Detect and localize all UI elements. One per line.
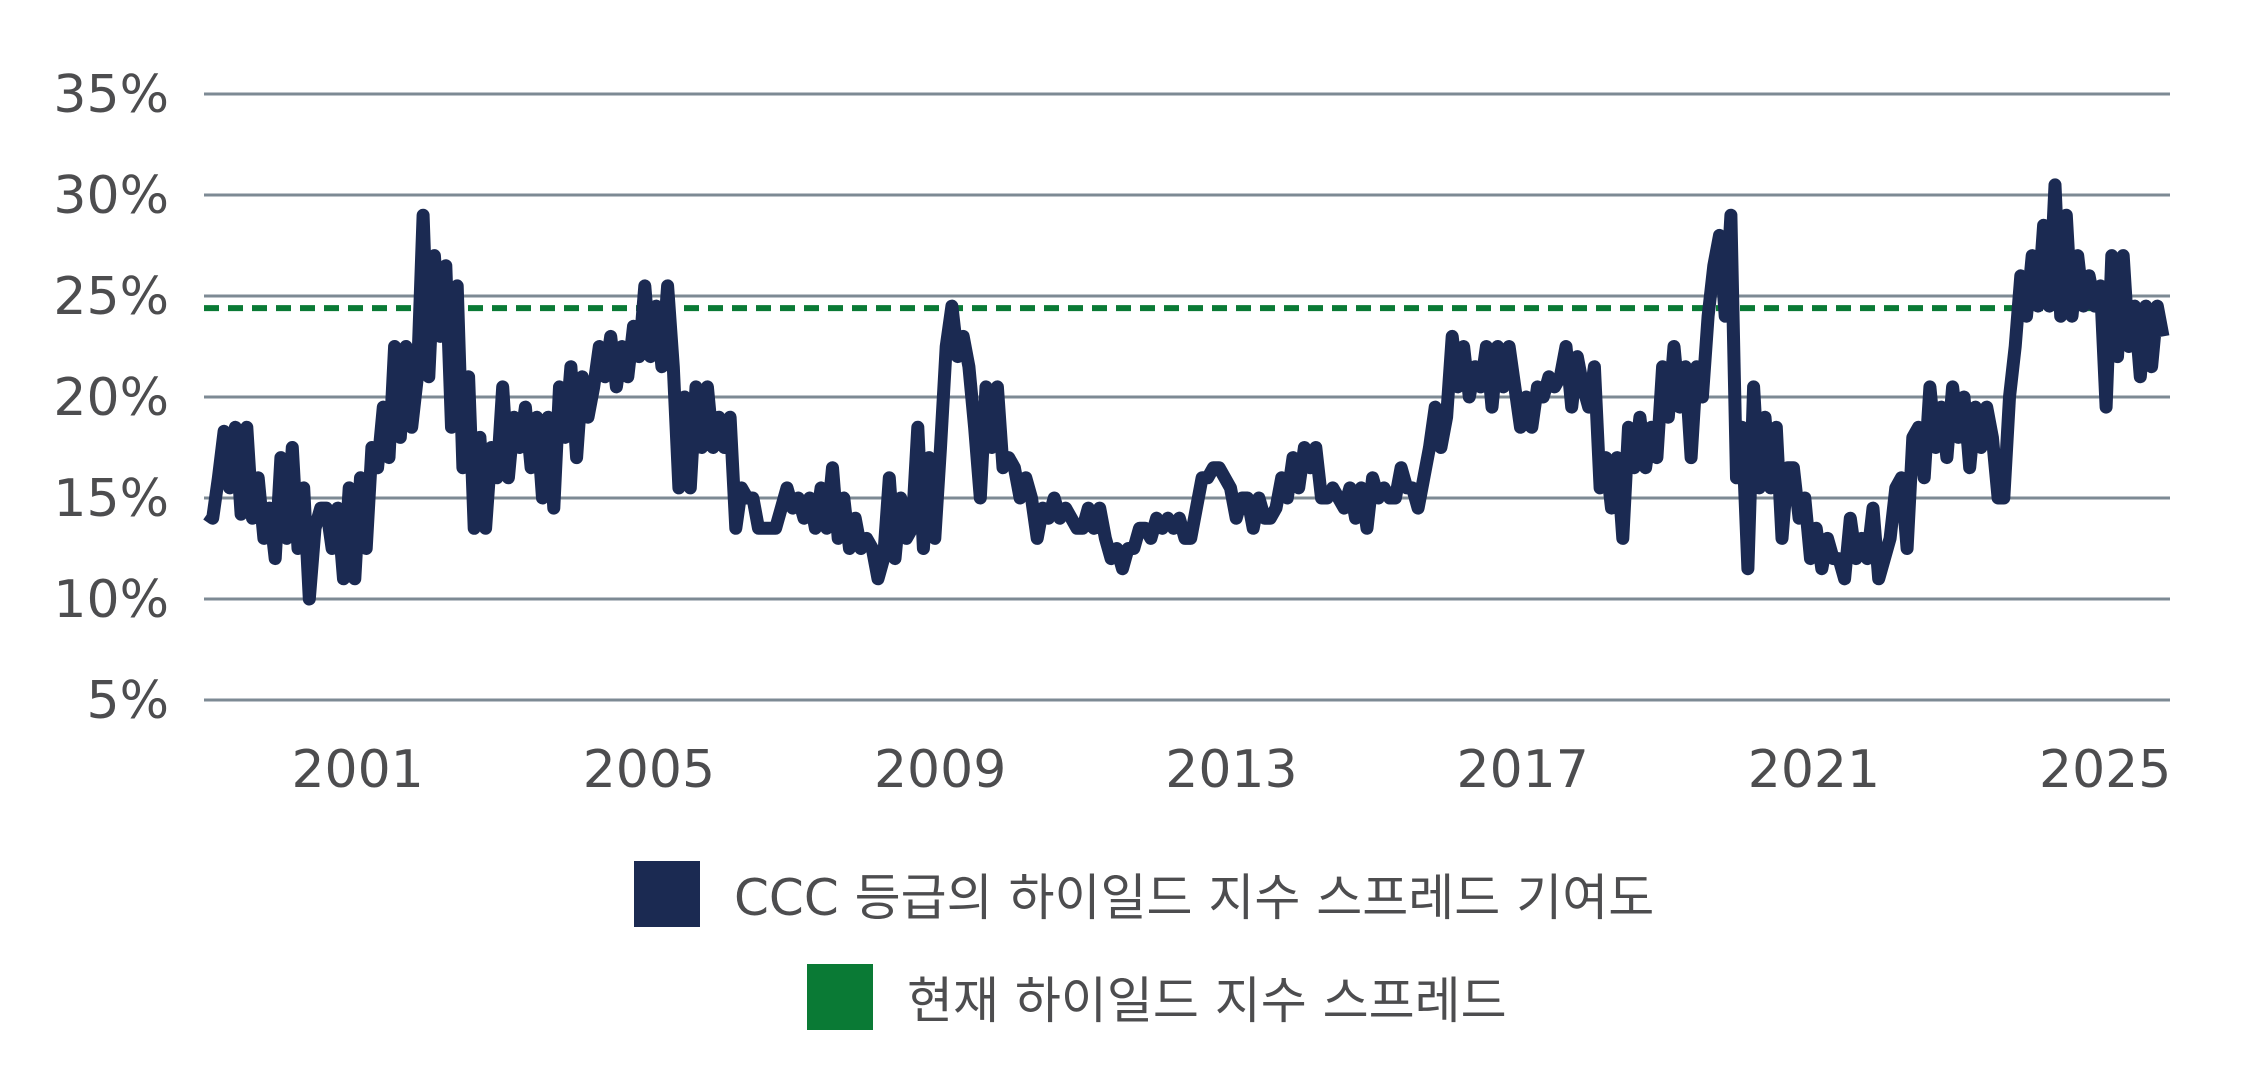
legend-item-current-spread: 현재 하이일드 지수 스프레드 bbox=[807, 961, 1507, 1033]
y-axis: 5% 10% 15% 20% 25% 30% 35% bbox=[53, 65, 169, 731]
y-tick-label: 35% bbox=[53, 65, 169, 125]
y-tick-label: 25% bbox=[53, 267, 169, 327]
gridlines bbox=[204, 92, 2170, 702]
x-tick-label: 2005 bbox=[583, 740, 715, 800]
x-axis: 2001 2005 2009 2013 2017 2021 2025 bbox=[291, 740, 2171, 800]
legend-label-current-spread: 현재 하이일드 지수 스프레드 bbox=[907, 972, 1507, 1030]
y-tick-label: 5% bbox=[87, 671, 170, 731]
legend-swatch-navy bbox=[634, 861, 700, 927]
x-tick-label: 2013 bbox=[1165, 740, 1297, 800]
y-tick-label: 10% bbox=[53, 570, 169, 630]
x-tick-label: 2025 bbox=[2039, 740, 2171, 800]
x-tick-label: 2009 bbox=[874, 740, 1006, 800]
x-tick-label: 2021 bbox=[1748, 740, 1880, 800]
ccc-contribution-series-line bbox=[203, 178, 2170, 606]
legend-item-ccc: CCC 등급의 하이일드 지수 스프레드 기여도 bbox=[634, 858, 1654, 930]
y-tick-label: 15% bbox=[53, 469, 169, 529]
x-tick-label: 2017 bbox=[1456, 740, 1588, 800]
x-tick-label: 2001 bbox=[291, 740, 423, 800]
legend-label-ccc: CCC 등급의 하이일드 지수 스프레드 기여도 bbox=[734, 869, 1655, 927]
y-tick-label: 20% bbox=[53, 368, 169, 428]
legend-swatch-green bbox=[807, 964, 873, 1030]
y-tick-label: 30% bbox=[53, 166, 169, 226]
